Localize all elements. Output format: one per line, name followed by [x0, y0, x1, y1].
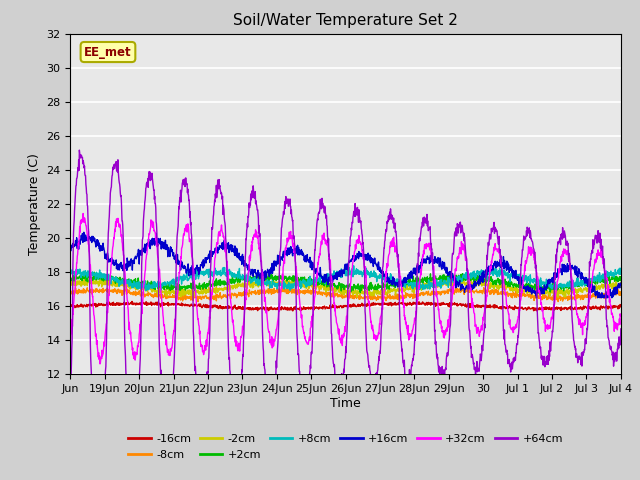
Y-axis label: Temperature (C): Temperature (C) — [28, 153, 41, 255]
Legend: -16cm, -8cm, -2cm, +2cm, +8cm, +16cm, +32cm, +64cm: -16cm, -8cm, -2cm, +2cm, +8cm, +16cm, +3… — [124, 430, 567, 464]
X-axis label: Time: Time — [330, 397, 361, 410]
Text: EE_met: EE_met — [84, 46, 132, 59]
Title: Soil/Water Temperature Set 2: Soil/Water Temperature Set 2 — [233, 13, 458, 28]
